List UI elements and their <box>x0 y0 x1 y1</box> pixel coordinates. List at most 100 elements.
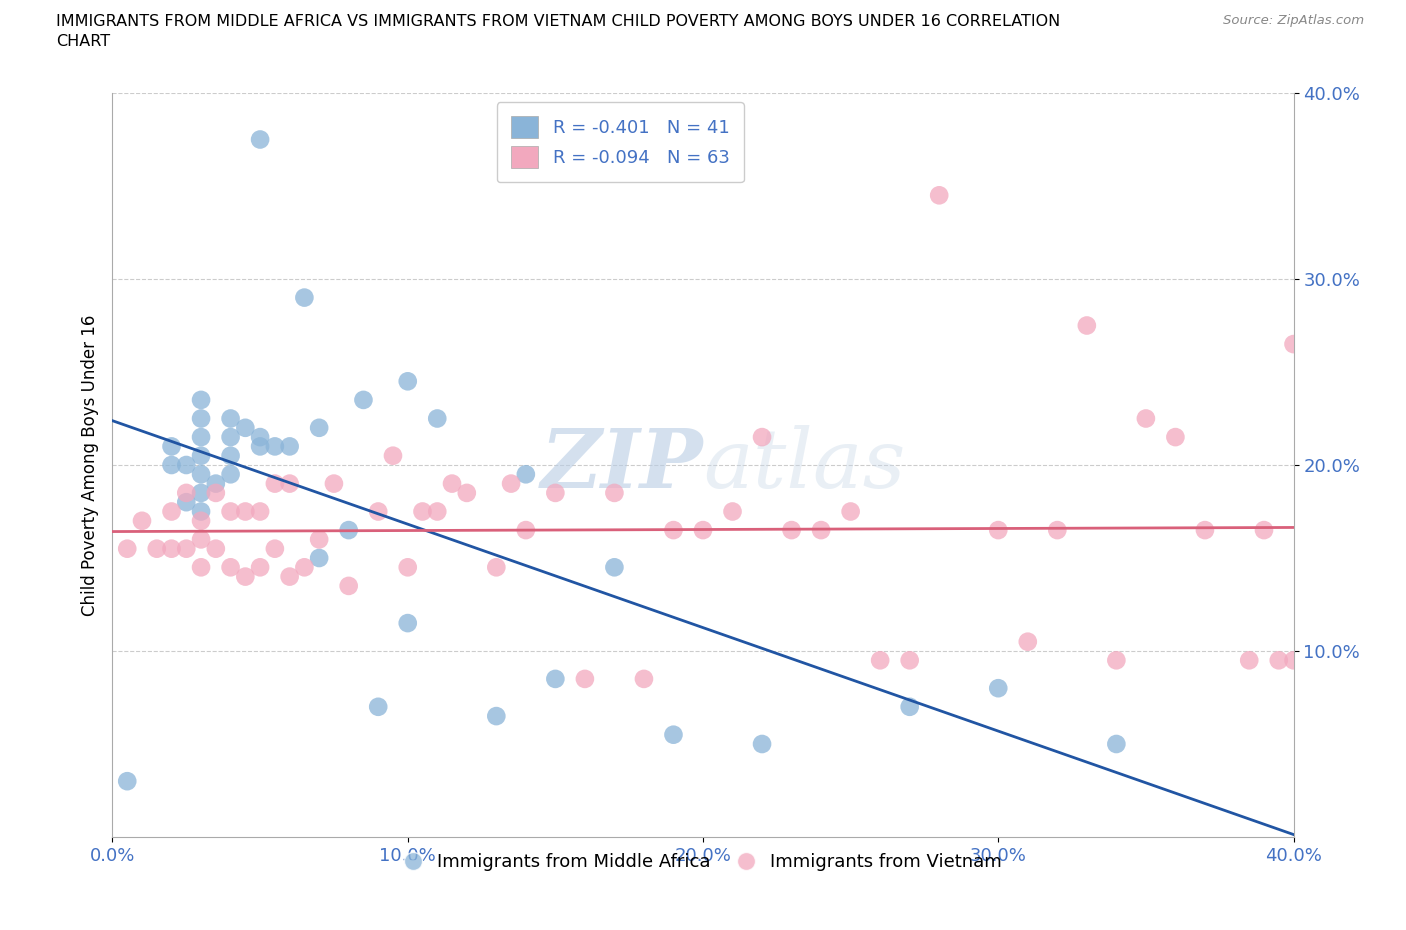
Point <box>1076 318 1098 333</box>
Point <box>367 699 389 714</box>
Point <box>308 532 330 547</box>
Point <box>278 439 301 454</box>
Point <box>839 504 862 519</box>
Point <box>160 541 183 556</box>
Point <box>352 392 374 407</box>
Point <box>249 504 271 519</box>
Point <box>323 476 346 491</box>
Point <box>174 458 197 472</box>
Point <box>1268 653 1291 668</box>
Point <box>337 578 360 593</box>
Point <box>515 467 537 482</box>
Point <box>233 504 256 519</box>
Point <box>292 560 315 575</box>
Point <box>396 560 419 575</box>
Point <box>633 671 655 686</box>
Text: Source: ZipAtlas.com: Source: ZipAtlas.com <box>1223 14 1364 27</box>
Point <box>117 541 138 556</box>
Point <box>190 485 212 500</box>
Text: ZIP: ZIP <box>540 425 703 505</box>
Point <box>411 504 433 519</box>
Point <box>190 532 212 547</box>
Point <box>219 430 242 445</box>
Point <box>869 653 891 668</box>
Point <box>249 439 271 454</box>
Point <box>174 485 197 500</box>
Point <box>219 467 242 482</box>
Point <box>292 290 315 305</box>
Point <box>264 541 287 556</box>
Point <box>1105 737 1128 751</box>
Point <box>928 188 950 203</box>
Point <box>160 439 183 454</box>
Point <box>337 523 360 538</box>
Point <box>131 513 153 528</box>
Point <box>662 727 685 742</box>
Point <box>603 485 626 500</box>
Point <box>751 430 773 445</box>
Legend: Immigrants from Middle Africa, Immigrants from Vietnam: Immigrants from Middle Africa, Immigrant… <box>395 844 1011 880</box>
Y-axis label: Child Poverty Among Boys Under 16: Child Poverty Among Boys Under 16 <box>80 314 98 616</box>
Point <box>515 523 537 538</box>
Point <box>219 448 242 463</box>
Text: IMMIGRANTS FROM MIDDLE AFRICA VS IMMIGRANTS FROM VIETNAM CHILD POVERTY AMONG BOY: IMMIGRANTS FROM MIDDLE AFRICA VS IMMIGRA… <box>56 14 1060 29</box>
Point <box>190 430 212 445</box>
Point <box>249 560 271 575</box>
Point <box>190 560 212 575</box>
Point <box>382 448 405 463</box>
Point <box>987 681 1010 696</box>
Point <box>396 616 419 631</box>
Point <box>233 420 256 435</box>
Point <box>367 504 389 519</box>
Point <box>308 420 330 435</box>
Point <box>190 513 212 528</box>
Point <box>160 458 183 472</box>
Point <box>1105 653 1128 668</box>
Point <box>233 569 256 584</box>
Point <box>1194 523 1216 538</box>
Point <box>810 523 832 538</box>
Point <box>721 504 744 519</box>
Point <box>190 411 212 426</box>
Point <box>485 709 508 724</box>
Point <box>898 653 921 668</box>
Point <box>278 569 301 584</box>
Point <box>662 523 685 538</box>
Point <box>278 476 301 491</box>
Point <box>1282 653 1305 668</box>
Point <box>574 671 596 686</box>
Point <box>751 737 773 751</box>
Point <box>426 411 449 426</box>
Point <box>456 485 478 500</box>
Point <box>190 504 212 519</box>
Point <box>190 467 212 482</box>
Point <box>219 560 242 575</box>
Point <box>544 485 567 500</box>
Text: CHART: CHART <box>56 34 110 49</box>
Point <box>501 476 523 491</box>
Point <box>146 541 169 556</box>
Point <box>190 392 212 407</box>
Point <box>205 476 228 491</box>
Point <box>219 411 242 426</box>
Point <box>219 504 242 519</box>
Point <box>308 551 330 565</box>
Point <box>249 430 271 445</box>
Point <box>1164 430 1187 445</box>
Point <box>780 523 803 538</box>
Text: atlas: atlas <box>703 425 905 505</box>
Point <box>205 541 228 556</box>
Point <box>249 132 271 147</box>
Point <box>264 439 287 454</box>
Point <box>987 523 1010 538</box>
Point <box>205 485 228 500</box>
Point <box>426 504 449 519</box>
Point <box>441 476 464 491</box>
Point <box>1253 523 1275 538</box>
Point <box>160 504 183 519</box>
Point <box>1135 411 1157 426</box>
Point <box>174 541 197 556</box>
Point <box>1239 653 1261 668</box>
Point <box>1282 337 1305 352</box>
Point <box>1046 523 1069 538</box>
